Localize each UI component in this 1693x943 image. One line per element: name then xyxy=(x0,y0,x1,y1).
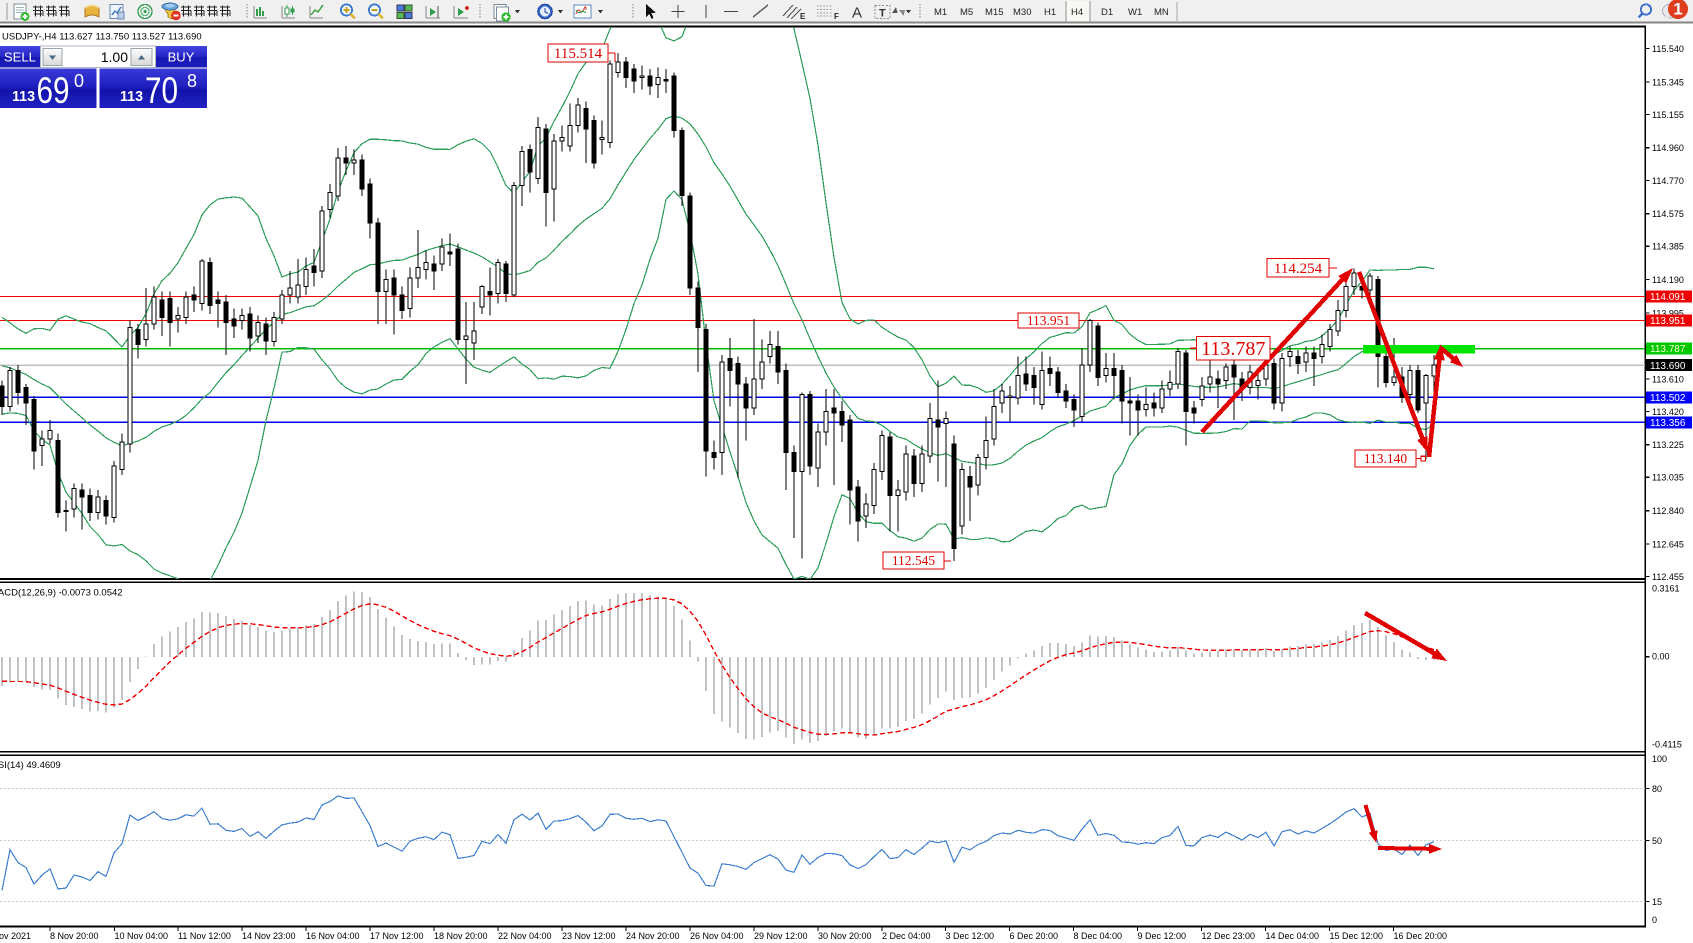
svg-text:0.3161: 0.3161 xyxy=(1652,584,1680,594)
svg-text:115.514: 115.514 xyxy=(554,46,603,62)
svg-text:16 Dec 20:00: 16 Dec 20:00 xyxy=(1394,931,1448,941)
svg-text:8: 8 xyxy=(187,71,197,91)
svg-text:113.420: 113.420 xyxy=(1652,407,1684,417)
svg-text:MN: MN xyxy=(1154,7,1169,18)
svg-text:114.254: 114.254 xyxy=(1274,261,1323,277)
svg-text:113.225: 113.225 xyxy=(1652,440,1684,450)
svg-text:16 Nov 04:00: 16 Nov 04:00 xyxy=(306,931,360,941)
svg-text:8 Dec 04:00: 8 Dec 04:00 xyxy=(1074,931,1123,941)
svg-text:70: 70 xyxy=(145,70,178,111)
svg-text:-0.4115: -0.4115 xyxy=(1652,740,1682,750)
svg-text:15 Dec 12:00: 15 Dec 12:00 xyxy=(1330,931,1384,941)
svg-text:115.345: 115.345 xyxy=(1652,77,1684,87)
svg-text:100: 100 xyxy=(1652,754,1667,764)
svg-text:0.00: 0.00 xyxy=(1652,652,1670,662)
svg-text:23 Nov 12:00: 23 Nov 12:00 xyxy=(562,931,616,941)
svg-text:113.610: 113.610 xyxy=(1652,374,1684,384)
svg-text:22 Nov 04:00: 22 Nov 04:00 xyxy=(498,931,552,941)
svg-text:5 Nov 2021: 5 Nov 2021 xyxy=(0,931,31,941)
svg-text:8 Nov 20:00: 8 Nov 20:00 xyxy=(50,931,99,941)
svg-text:M15: M15 xyxy=(985,7,1003,18)
svg-text:12 Dec 23:00: 12 Dec 23:00 xyxy=(1202,931,1256,941)
svg-text:114.091: 114.091 xyxy=(1650,292,1686,303)
svg-text:113.787: 113.787 xyxy=(1650,344,1686,355)
svg-text:113.356: 113.356 xyxy=(1650,418,1686,429)
svg-text:15: 15 xyxy=(1652,897,1662,907)
svg-text:11 Nov 12:00: 11 Nov 12:00 xyxy=(178,931,231,941)
svg-text:USDJPY-,H4 113.627 113.750 11: USDJPY-,H4 113.627 113.750 113.527 113.6… xyxy=(2,32,202,43)
svg-text:113: 113 xyxy=(120,88,143,105)
svg-text:BUY: BUY xyxy=(168,50,195,65)
svg-text:3 Dec 12:00: 3 Dec 12:00 xyxy=(946,931,995,941)
svg-text:115.540: 115.540 xyxy=(1652,44,1684,54)
svg-text:A: A xyxy=(852,5,862,22)
svg-text:26 Nov 04:00: 26 Nov 04:00 xyxy=(690,931,744,941)
svg-text:6 Dec 20:00: 6 Dec 20:00 xyxy=(1010,931,1059,941)
svg-text:W1: W1 xyxy=(1128,7,1142,18)
svg-text:H4: H4 xyxy=(1071,7,1083,18)
svg-text:1: 1 xyxy=(1673,0,1682,19)
svg-text:113.995: 113.995 xyxy=(1652,308,1684,318)
svg-text:T: T xyxy=(879,8,886,20)
svg-text:115.155: 115.155 xyxy=(1652,110,1684,120)
svg-text:112.455: 112.455 xyxy=(1652,572,1684,582)
svg-text:D1: D1 xyxy=(1101,7,1113,18)
svg-text:2 Dec 04:00: 2 Dec 04:00 xyxy=(882,931,931,941)
svg-text:112.545: 112.545 xyxy=(892,553,936,568)
svg-text:M30: M30 xyxy=(1013,7,1031,18)
svg-text:MACD(12,26,9) -0.0073 0.0542: MACD(12,26,9) -0.0073 0.0542 xyxy=(0,588,123,599)
svg-text:113.787: 113.787 xyxy=(1201,338,1265,360)
svg-text:M1: M1 xyxy=(934,7,947,18)
svg-text:113.951: 113.951 xyxy=(1027,313,1070,328)
svg-text:10 Nov 04:00: 10 Nov 04:00 xyxy=(115,931,169,941)
svg-text:30 Nov 20:00: 30 Nov 20:00 xyxy=(818,931,872,941)
svg-text:113.140: 113.140 xyxy=(1364,451,1408,466)
svg-text:80: 80 xyxy=(1652,784,1662,794)
svg-text:17 Nov 12:00: 17 Nov 12:00 xyxy=(370,931,424,941)
svg-text:14 Dec 04:00: 14 Dec 04:00 xyxy=(1266,931,1320,941)
svg-text:F: F xyxy=(834,12,839,21)
svg-text:114.575: 114.575 xyxy=(1652,209,1684,219)
svg-text:114.190: 114.190 xyxy=(1652,275,1684,285)
svg-text:M5: M5 xyxy=(960,7,973,18)
svg-text:69: 69 xyxy=(37,70,70,111)
svg-text:RSI(14) 49.4609: RSI(14) 49.4609 xyxy=(0,760,61,771)
svg-text:114.385: 114.385 xyxy=(1652,242,1684,252)
svg-text:14 Nov 23:00: 14 Nov 23:00 xyxy=(242,931,296,941)
svg-text:113.951: 113.951 xyxy=(1650,316,1686,327)
svg-text:9 Dec 12:00: 9 Dec 12:00 xyxy=(1138,931,1187,941)
svg-text:113.502: 113.502 xyxy=(1650,393,1686,404)
svg-text:113: 113 xyxy=(12,88,35,105)
svg-text:SELL: SELL xyxy=(4,50,36,65)
svg-text:29 Nov 12:00: 29 Nov 12:00 xyxy=(754,931,808,941)
svg-text:E: E xyxy=(800,12,806,21)
svg-text:50: 50 xyxy=(1652,836,1662,846)
svg-text:113.035: 113.035 xyxy=(1652,473,1684,483)
svg-text:114.770: 114.770 xyxy=(1652,176,1684,186)
svg-text:112.840: 112.840 xyxy=(1652,506,1684,516)
svg-text:1.00: 1.00 xyxy=(101,49,128,65)
svg-text:0: 0 xyxy=(1652,915,1657,925)
svg-text:113.690: 113.690 xyxy=(1650,361,1686,372)
svg-text:18 Nov 20:00: 18 Nov 20:00 xyxy=(434,931,488,941)
svg-text:112.645: 112.645 xyxy=(1652,539,1684,549)
svg-text:H1: H1 xyxy=(1044,7,1056,18)
svg-text:114.960: 114.960 xyxy=(1652,143,1684,153)
svg-text:0: 0 xyxy=(74,71,84,91)
svg-text:24 Nov 20:00: 24 Nov 20:00 xyxy=(626,931,680,941)
